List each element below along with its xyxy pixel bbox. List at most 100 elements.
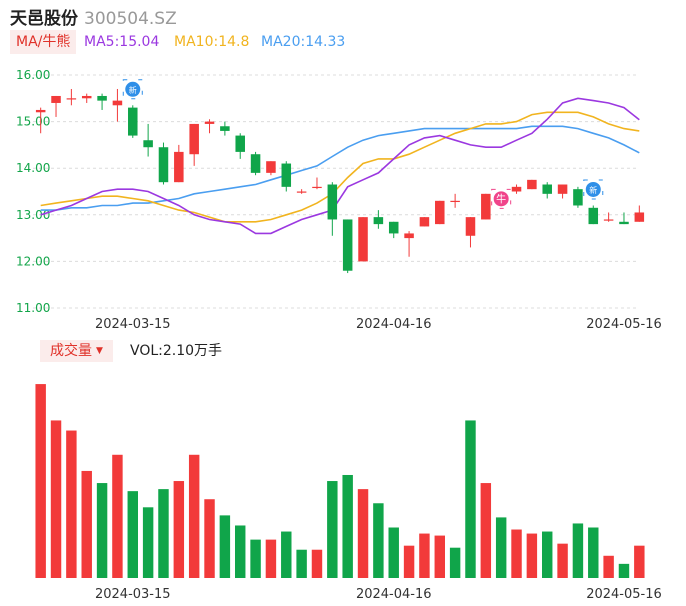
y-tick-label: 11.00 [16, 301, 50, 315]
candle-body [128, 107, 138, 136]
marker-frame [122, 79, 143, 100]
volume-bar [81, 470, 92, 578]
candle-body [266, 161, 276, 173]
volume-bar [557, 543, 568, 578]
y-tick-label: 16.00 [16, 68, 50, 82]
marker-label: 新 [129, 85, 137, 95]
candle-body [419, 217, 430, 227]
volume-bar [495, 517, 507, 578]
volume-bar [603, 555, 614, 578]
volume-bar [634, 545, 645, 578]
stock-code: 300504.SZ [84, 9, 177, 29]
candle-body [220, 126, 230, 131]
x-tick-label: 2024-04-16 [356, 317, 432, 332]
volume-bar [542, 531, 553, 578]
volume-bar [127, 491, 138, 578]
candle-body [404, 233, 414, 239]
marker-frame [491, 188, 512, 209]
candle-body [450, 200, 460, 203]
candle-body [435, 200, 445, 225]
marker-label: 牛 [496, 192, 506, 205]
volume-bar [219, 515, 231, 578]
volume-bar [235, 525, 246, 578]
volume-bar [449, 547, 461, 578]
candle-body [342, 219, 353, 271]
bull-marker [493, 191, 509, 207]
x-tick-label: 2024-03-15 [95, 317, 171, 332]
volume-bar [618, 563, 630, 578]
volume-bar [419, 533, 430, 578]
volume-bar [250, 539, 261, 578]
volume-bar [173, 481, 185, 578]
candle-body [358, 217, 368, 262]
volume-bar [265, 539, 277, 578]
candle-body [603, 219, 614, 221]
candle-body [158, 147, 169, 183]
volume-bar [572, 523, 584, 578]
volume-bar [526, 533, 538, 578]
volume-x-tick-label: 2024-05-16 [586, 587, 662, 602]
candle-body [143, 140, 153, 148]
y-tick-label: 12.00 [16, 254, 50, 268]
candle-body [388, 221, 399, 234]
stock-name: 天邑股份 [10, 9, 78, 29]
ma5-line [40, 97, 640, 235]
volume-x-tick-label: 2024-04-16 [356, 587, 432, 602]
ma20-label: MA20:14.33 [261, 34, 346, 50]
x-tick-label: 2024-05-16 [586, 317, 662, 332]
candle-body [174, 151, 184, 183]
volume-bar [35, 384, 46, 578]
candle-body [465, 217, 476, 236]
volume-bar [296, 549, 307, 578]
volume-bar [342, 474, 353, 578]
candle-body [189, 123, 199, 155]
candle-body [634, 212, 645, 222]
y-tick-label: 15.00 [16, 115, 50, 129]
volume-bar [373, 503, 384, 578]
volume-bar [158, 489, 169, 578]
marker-label: 新 [589, 185, 597, 195]
candle-body [281, 163, 292, 187]
volume-bar [96, 483, 108, 578]
y-tick-label: 14.00 [16, 161, 50, 175]
volume-bar [142, 507, 154, 578]
candle-body [35, 109, 46, 113]
volume-bar [188, 454, 200, 578]
candle-body [312, 186, 322, 189]
candle-body [296, 191, 307, 193]
volume-bar [311, 549, 323, 578]
volume-bar [204, 499, 215, 578]
candle-body [373, 217, 384, 225]
volume-bar [511, 529, 522, 578]
candle-body [235, 135, 245, 152]
volume-bar [465, 420, 476, 578]
candle-body [66, 98, 77, 100]
candle-body [204, 121, 215, 124]
volume-bar [403, 545, 415, 578]
volume-bar [480, 483, 492, 578]
volume-value: VOL:2.10万手 [130, 343, 223, 359]
ma5-label: MA5:15.04 [84, 34, 160, 50]
volume-bar [112, 454, 123, 578]
ma-toggle-button[interactable]: MA/牛熊 [10, 30, 77, 54]
volume-dropdown[interactable]: 成交量 ▼ [40, 340, 113, 362]
volume-tag-label: 成交量 [50, 343, 92, 359]
volume-bar [388, 527, 399, 578]
candle-body [557, 184, 568, 194]
ma10-label: MA10:14.8 [174, 34, 250, 50]
candle-body [51, 95, 61, 103]
volume-bar [66, 430, 77, 578]
candle-body [97, 95, 107, 101]
volume-bar [281, 531, 292, 578]
new-marker [585, 181, 601, 197]
caret-down-icon: ▼ [96, 346, 103, 356]
marker-frame [583, 179, 604, 200]
new-marker [125, 81, 141, 97]
candle-body [542, 184, 552, 194]
volume-bar [434, 535, 445, 578]
candle-body [81, 95, 92, 99]
candle-body [327, 184, 338, 220]
candle-body [250, 154, 261, 173]
volume-x-tick-label: 2024-03-15 [95, 587, 171, 602]
